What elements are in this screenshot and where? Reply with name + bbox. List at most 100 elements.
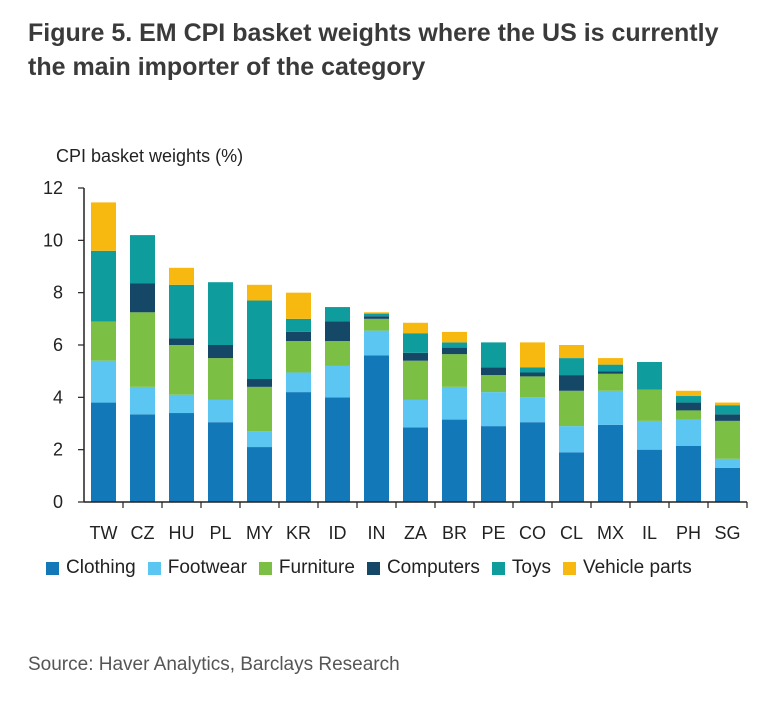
bar-segment-sg-computers <box>715 414 740 421</box>
bar-segment-za-computers <box>403 352 428 361</box>
bar-segment-sg-vehicle-parts <box>715 402 740 406</box>
bar-segment-pe-footwear <box>481 392 506 427</box>
chart-title: Figure 5. EM CPI basket weights where th… <box>28 19 719 81</box>
bar-segment-br-furniture <box>442 354 467 387</box>
bar-segment-kr-furniture <box>286 341 311 373</box>
bar-segment-co-toys <box>520 367 545 373</box>
legend-item-clothing: Clothing <box>46 557 136 579</box>
bar-segment-co-vehicle-parts <box>520 342 545 368</box>
bar-segment-my-furniture <box>247 386 272 432</box>
y-tick-label: 6 <box>53 335 63 355</box>
bar-segment-kr-vehicle-parts <box>286 292 311 319</box>
bar-segment-my-computers <box>247 379 272 387</box>
y-tick-label: 0 <box>53 492 63 512</box>
bar-segment-br-clothing <box>442 419 467 502</box>
bar-segment-mx-vehicle-parts <box>598 358 623 365</box>
bar-segment-cl-computers <box>559 375 584 391</box>
bar-segment-co-footwear <box>520 397 545 423</box>
bar-segment-il-footwear <box>637 420 662 450</box>
bar-segment-pe-computers <box>481 367 506 376</box>
x-tick-label: CL <box>560 523 583 543</box>
bar-segment-pl-footwear <box>208 399 233 423</box>
bar-segment-id-furniture <box>325 341 350 366</box>
legend-item-footwear: Footwear <box>147 557 247 579</box>
bar-segment-sg-toys <box>715 405 740 415</box>
bar-segment-tw-furniture <box>91 321 116 361</box>
legend-label: Furniture <box>278 557 355 578</box>
bar-segment-za-furniture <box>403 360 428 400</box>
bar-segment-kr-footwear <box>286 372 311 393</box>
bar-segment-ph-footwear <box>676 419 701 446</box>
legend-swatch <box>147 561 161 575</box>
bar-segment-in-vehicle-parts <box>364 312 389 314</box>
chart-legend: Clothing Footwear Furniture Computers Toys Ve… <box>46 557 704 579</box>
bar-segment-il-clothing <box>637 449 662 502</box>
bar-segment-cz-toys <box>130 235 155 284</box>
x-tick-label: MY <box>246 523 273 543</box>
x-tick-label: SG <box>714 523 740 543</box>
legend-item-computers: Computers <box>366 557 480 579</box>
bar-segment-pe-furniture <box>481 375 506 393</box>
legend-label: Footwear <box>167 557 247 578</box>
legend-swatch <box>366 561 380 575</box>
source-note: Source: Haver Analytics, Barclays Resear… <box>28 654 400 675</box>
legend-swatch <box>491 561 505 575</box>
bar-segment-hu-clothing <box>169 413 194 502</box>
legend-swatch <box>258 561 272 575</box>
bar-segment-ph-toys <box>676 396 701 403</box>
x-tick-label: MX <box>597 523 624 543</box>
bar-segment-id-toys <box>325 307 350 322</box>
bar-segment-ph-computers <box>676 402 701 411</box>
legend-item-vehicle-parts: Vehicle parts <box>562 557 692 579</box>
bar-segment-pl-toys <box>208 282 233 345</box>
x-tick-label: BR <box>442 523 467 543</box>
bar-segment-br-vehicle-parts <box>442 331 467 343</box>
bar-segment-mx-toys <box>598 364 623 372</box>
bar-segment-kr-toys <box>286 318 311 332</box>
bar-segment-ph-vehicle-parts <box>676 390 701 397</box>
bar-segment-tw-clothing <box>91 402 116 502</box>
bar-segment-mx-clothing <box>598 424 623 502</box>
bar-segment-my-clothing <box>247 447 272 502</box>
bar-segment-za-footwear <box>403 399 428 428</box>
y-tick-label: 12 <box>43 178 63 198</box>
bar-segment-pl-furniture <box>208 358 233 400</box>
x-tick-label: CO <box>519 523 546 543</box>
y-tick-label: 2 <box>53 440 63 460</box>
bar-segment-br-footwear <box>442 386 467 420</box>
bar-segment-hu-footwear <box>169 394 194 414</box>
legend-label: Computers <box>386 557 480 578</box>
bar-segment-tw-toys <box>91 250 116 322</box>
x-tick-label: ID <box>329 523 347 543</box>
bar-segment-hu-furniture <box>169 345 194 395</box>
x-tick-label: PE <box>481 523 505 543</box>
x-tick-label: KR <box>286 523 311 543</box>
legend-label: Clothing <box>66 557 136 578</box>
bar-segment-sg-clothing <box>715 467 740 502</box>
x-tick-label: HU <box>169 523 195 543</box>
bar-segment-tw-footwear <box>91 360 116 403</box>
bar-segment-in-furniture <box>364 318 389 331</box>
bar-segment-mx-footwear <box>598 390 623 425</box>
bar-segment-tw-vehicle-parts <box>91 202 116 251</box>
bar-segment-pl-computers <box>208 345 233 359</box>
bar-segment-in-toys <box>364 313 389 317</box>
bar-segment-cz-clothing <box>130 414 155 502</box>
bar-segment-cl-clothing <box>559 452 584 502</box>
y-tick-label: 4 <box>53 387 63 407</box>
bar-segment-ph-furniture <box>676 410 701 420</box>
x-tick-label: IN <box>368 523 386 543</box>
y-tick-label: 8 <box>53 283 63 303</box>
bar-segment-hu-computers <box>169 338 194 345</box>
bar-segment-pe-toys <box>481 342 506 368</box>
bar-segment-my-footwear <box>247 431 272 448</box>
bar-segment-id-computers <box>325 321 350 342</box>
bar-segment-pe-clothing <box>481 426 506 502</box>
bar-segment-hu-toys <box>169 284 194 339</box>
legend-item-furniture: Furniture <box>258 557 355 579</box>
bar-segment-br-toys <box>442 342 467 348</box>
bar-segment-kr-computers <box>286 331 311 342</box>
bar-segment-ph-clothing <box>676 445 701 502</box>
bar-segment-cl-vehicle-parts <box>559 345 584 359</box>
legend-item-toys: Toys <box>491 557 551 579</box>
